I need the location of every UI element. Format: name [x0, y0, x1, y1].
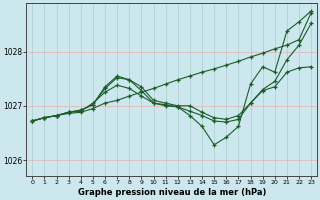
X-axis label: Graphe pression niveau de la mer (hPa): Graphe pression niveau de la mer (hPa): [77, 188, 266, 197]
